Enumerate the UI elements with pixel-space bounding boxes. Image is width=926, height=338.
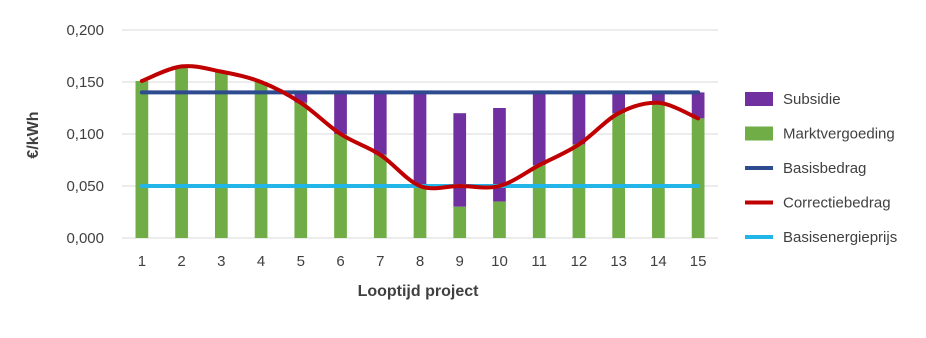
- marktvergoeding-bar: [294, 102, 308, 238]
- x-tick-label: 3: [217, 253, 225, 270]
- marktvergoeding-bar: [175, 66, 188, 239]
- legend-label: Correctiebedrag: [783, 195, 891, 212]
- x-tick-label: 4: [257, 253, 265, 270]
- subsidie-bar: [612, 92, 626, 114]
- legend-item: Basisbedrag: [745, 160, 866, 177]
- y-tick-label: 0,050: [66, 178, 104, 195]
- subsidie-bar: [572, 92, 586, 145]
- marktvergoeding-bar: [135, 80, 149, 239]
- y-tick-label: 0,150: [66, 74, 104, 91]
- legend-item: Subsidie: [745, 91, 841, 108]
- subsidie-bar: [413, 92, 427, 186]
- legend-item: Basisenergieprijs: [745, 229, 897, 246]
- marktvergoeding-bar: [254, 82, 268, 238]
- y-axis-title: €/kWh: [25, 111, 42, 158]
- marktvergoeding-bar: [214, 71, 228, 238]
- legend-label: Marktvergoeding: [783, 126, 895, 143]
- x-tick-label: 5: [297, 253, 305, 270]
- x-tick-label: 9: [456, 253, 464, 270]
- x-tick-label: 12: [571, 253, 588, 270]
- y-tick-label: 0,100: [66, 126, 104, 143]
- marktvergoeding-bar: [572, 144, 586, 238]
- subsidie-bar: [294, 92, 308, 103]
- subsidie-bar: [373, 92, 387, 155]
- x-tick-label: 14: [650, 253, 667, 270]
- marktvergoeding-bar: [373, 154, 387, 238]
- x-tick-label: 15: [690, 253, 707, 270]
- x-tick-label: 11: [531, 253, 547, 270]
- x-tick-label: 7: [376, 253, 384, 270]
- marktvergoeding-bar: [612, 113, 626, 238]
- subsidie-bar: [652, 92, 665, 103]
- y-tick-label: 0,200: [66, 22, 104, 39]
- x-axis-title: Looptijd project: [358, 283, 480, 300]
- marktvergoeding-bar: [532, 165, 546, 238]
- legend: Subsidie Marktvergoeding Basisbedrag Correc…: [745, 91, 897, 246]
- x-tick-label: 8: [416, 253, 424, 270]
- y-tick-labels: 0,000 0,050 0,100 0,150 0,200: [66, 22, 104, 247]
- x-tick-label: 10: [491, 253, 508, 270]
- subsidie-bar: [691, 92, 705, 119]
- x-tick-label: 13: [610, 253, 627, 270]
- legend-item: Marktvergoeding: [745, 126, 895, 143]
- marktvergoeding-bar: [493, 201, 506, 238]
- subsidie-bar: [532, 92, 546, 166]
- x-tick-label: 2: [177, 253, 185, 270]
- subsidie-bar: [334, 92, 347, 134]
- subsidie-bar: [453, 113, 467, 207]
- legend-item: Correctiebedrag: [745, 195, 891, 212]
- x-tick-labels: 1 2 3 4 5 6 7 8 9 10 11 12 13 14 15: [138, 253, 707, 270]
- marktvergoeding-bar: [691, 118, 705, 238]
- series-lines: [139, 64, 701, 191]
- legend-label: Subsidie: [783, 91, 841, 108]
- x-tick-label: 1: [138, 253, 146, 270]
- legend-label: Basisbedrag: [783, 160, 866, 177]
- marktvergoeding-bar: [413, 186, 427, 238]
- subsidie-bars: [294, 92, 705, 207]
- subsidie-bar: [493, 108, 506, 202]
- correctiebedrag-line: [139, 64, 701, 191]
- legend-swatch: [745, 126, 773, 141]
- marktvergoeding-bar: [453, 206, 467, 238]
- legend-swatch: [745, 92, 773, 106]
- y-tick-label: 0,000: [66, 230, 104, 247]
- x-tick-label: 6: [336, 253, 344, 270]
- legend-label: Basisenergieprijs: [783, 229, 897, 246]
- marktvergoeding-bars: [135, 66, 705, 239]
- marktvergoeding-bar: [652, 102, 665, 238]
